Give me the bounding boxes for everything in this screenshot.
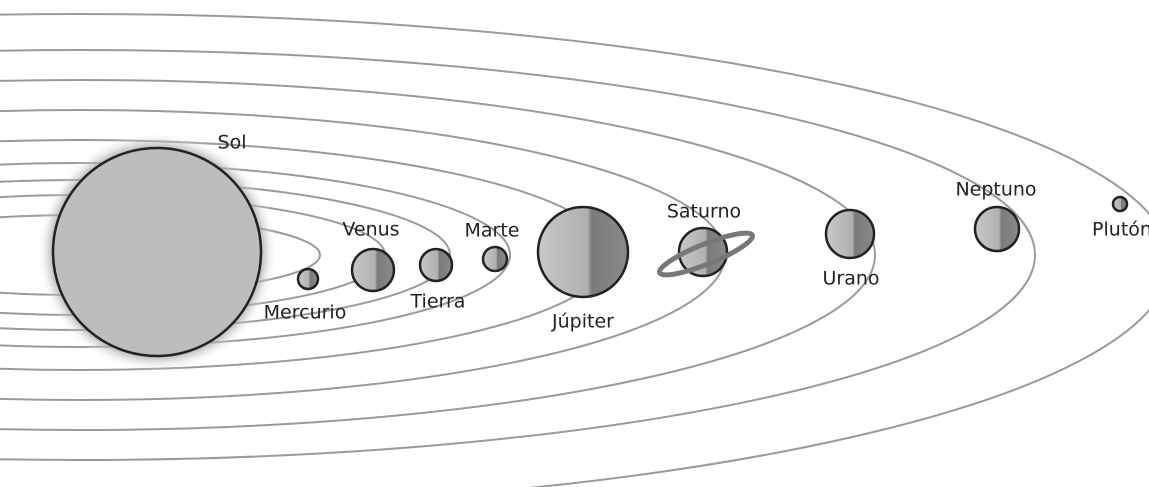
solar-system-diagram: Sol Mercurio Venus Tierra Marte Júpiter … [0,0,1149,487]
label: Neptuno [955,179,1036,201]
mercury [298,269,318,289]
pluto [1113,197,1127,211]
label: Saturno [667,201,741,223]
label: Venus [342,219,399,241]
jupiter [538,207,628,297]
mars [483,247,507,271]
label: Urano [822,268,879,290]
label: Júpiter [551,311,614,333]
neptune [975,207,1019,251]
label: Tierra [410,291,466,313]
earth [420,249,452,281]
sun [53,148,261,356]
venus [352,249,394,291]
label: Plutón [1092,219,1149,241]
label: Marte [465,220,520,242]
uranus [826,210,874,258]
label: Mercurio [264,302,347,324]
label: Sol [218,132,247,154]
